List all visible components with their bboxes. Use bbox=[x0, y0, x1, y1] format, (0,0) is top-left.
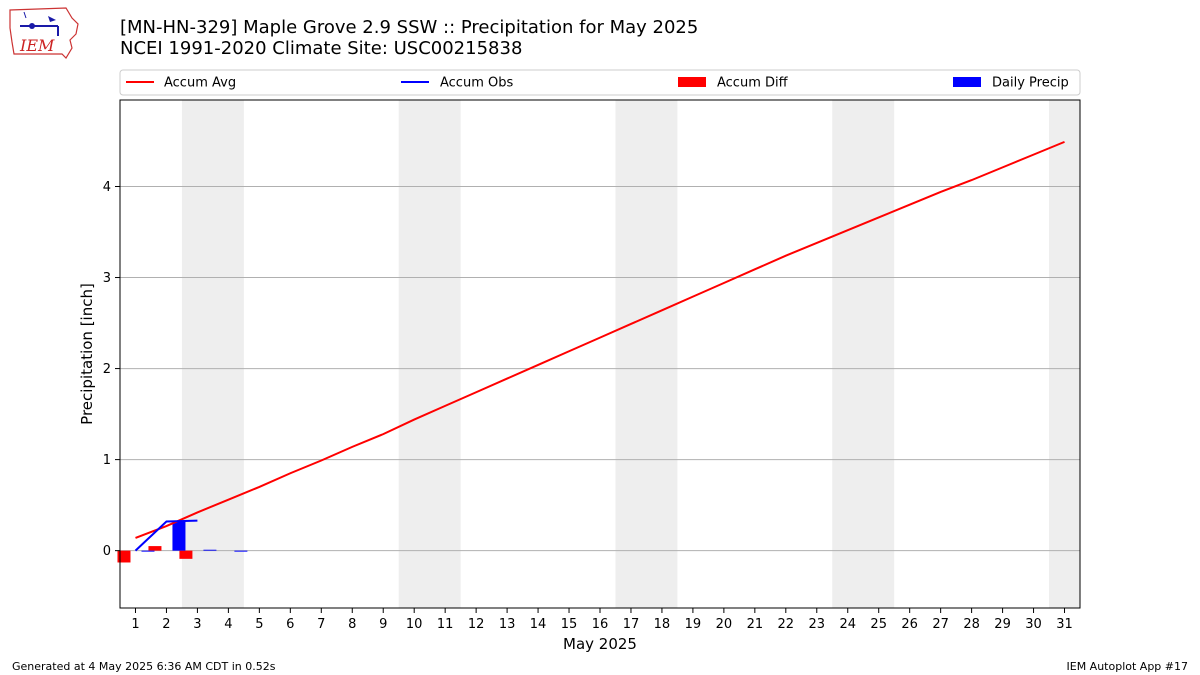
x-tick-label-16: 16 bbox=[592, 617, 609, 632]
y-axis: 0 1 2 3 4 bbox=[103, 180, 120, 559]
weekend-band-2 bbox=[398, 100, 461, 608]
plot-frame bbox=[119, 99, 1081, 609]
x-tick-label-15: 15 bbox=[561, 617, 578, 632]
accum-diff-bar-day-2 bbox=[148, 546, 162, 551]
x-tick-label-5: 5 bbox=[255, 617, 263, 632]
x-tick-label-25: 25 bbox=[870, 617, 887, 632]
iem-logo: IEM bbox=[9, 7, 79, 59]
accum-diff-bar-day-1 bbox=[117, 550, 131, 563]
x-tick-label-19: 19 bbox=[685, 617, 702, 632]
generated-timestamp: Generated at 4 May 2025 6:36 AM CDT in 0… bbox=[12, 660, 276, 673]
accum-obs-line bbox=[134, 519, 198, 552]
legend-label-accum-avg: Accum Avg bbox=[164, 76, 236, 91]
autoplot-app-label: IEM Autoplot App #17 bbox=[1066, 660, 1189, 673]
x-tick-label-23: 23 bbox=[809, 617, 826, 632]
y-tick-label-3: 3 bbox=[103, 271, 111, 286]
chart-title-line2: NCEI 1991-2020 Climate Site: USC00215838 bbox=[120, 38, 523, 59]
bars bbox=[117, 521, 248, 563]
weekend-band-4 bbox=[832, 100, 895, 608]
chart-title-line1: [MN-HN-329] Maple Grove 2.9 SSW :: Preci… bbox=[120, 17, 699, 38]
x-tick-label-9: 9 bbox=[379, 617, 387, 632]
chart-title: [MN-HN-329] Maple Grove 2.9 SSW :: Preci… bbox=[120, 17, 698, 59]
weekend-shading bbox=[181, 100, 1080, 608]
weekend-band-5 bbox=[1049, 100, 1080, 608]
daily-precip-bar-day-2 bbox=[172, 521, 186, 551]
x-tick-label-4: 4 bbox=[224, 617, 232, 632]
legend-box bbox=[119, 69, 1081, 96]
legend-label-accum-diff: Accum Diff bbox=[717, 76, 789, 91]
x-tick-label-2: 2 bbox=[162, 617, 170, 632]
weekend-band-1 bbox=[181, 100, 244, 608]
x-axis: 1 2 3 4 5 6 7 8 9 10 11 12 13 14 15 16 17 18 19 20 21 22 23 24 2… bbox=[131, 608, 1073, 632]
x-tick-label-11: 11 bbox=[437, 617, 454, 632]
daily-precip-bar-day-1 bbox=[141, 550, 155, 552]
legend-swatch-daily-precip bbox=[953, 77, 981, 87]
x-tick-label-22: 22 bbox=[778, 617, 795, 632]
x-tick-label-18: 18 bbox=[654, 617, 671, 632]
x-tick-label-10: 10 bbox=[406, 617, 423, 632]
x-tick-label-13: 13 bbox=[499, 617, 516, 632]
legend-label-accum-obs: Accum Obs bbox=[440, 76, 513, 91]
y-axis-label: Precipitation [inch] bbox=[78, 283, 96, 425]
x-tick-label-12: 12 bbox=[468, 617, 485, 632]
x-tick-label-14: 14 bbox=[530, 617, 547, 632]
x-tick-label-27: 27 bbox=[932, 617, 949, 632]
daily-precip-bar-day-4 bbox=[234, 550, 248, 552]
x-tick-label-20: 20 bbox=[716, 617, 733, 632]
gridlines bbox=[120, 185, 1080, 552]
y-tick-label-1: 1 bbox=[103, 453, 111, 468]
legend-swatch-accum-diff bbox=[678, 77, 706, 87]
x-tick-label-8: 8 bbox=[348, 617, 356, 632]
x-tick-label-6: 6 bbox=[286, 617, 294, 632]
y-tick-label-0: 0 bbox=[103, 544, 111, 559]
y-tick-label-2: 2 bbox=[103, 362, 111, 377]
x-tick-label-26: 26 bbox=[901, 617, 918, 632]
x-tick-label-17: 17 bbox=[623, 617, 640, 632]
x-tick-label-7: 7 bbox=[317, 617, 325, 632]
iowa-outline-shape bbox=[9, 7, 79, 59]
y-tick-label-4: 4 bbox=[103, 180, 111, 195]
weekend-band-3 bbox=[615, 100, 678, 608]
x-tick-label-28: 28 bbox=[963, 617, 980, 632]
legend: Accum Avg Accum Obs Accum Diff Daily Pre… bbox=[119, 69, 1081, 96]
x-tick-label-3: 3 bbox=[193, 617, 201, 632]
x-tick-label-1: 1 bbox=[131, 617, 139, 632]
daily-precip-bar-day-3 bbox=[203, 549, 217, 551]
accum-avg-line bbox=[135, 140, 1065, 539]
x-tick-label-21: 21 bbox=[747, 617, 764, 632]
accum-diff-bar-day-3 bbox=[179, 550, 193, 559]
x-tick-label-31: 31 bbox=[1056, 617, 1073, 632]
x-axis-label: May 2025 bbox=[563, 635, 637, 653]
lines bbox=[134, 140, 1065, 552]
x-tick-label-29: 29 bbox=[994, 617, 1011, 632]
x-tick-label-24: 24 bbox=[839, 617, 856, 632]
svg-text:IEM: IEM bbox=[19, 36, 55, 55]
legend-label-daily-precip: Daily Precip bbox=[992, 76, 1069, 91]
x-tick-label-30: 30 bbox=[1025, 617, 1042, 632]
